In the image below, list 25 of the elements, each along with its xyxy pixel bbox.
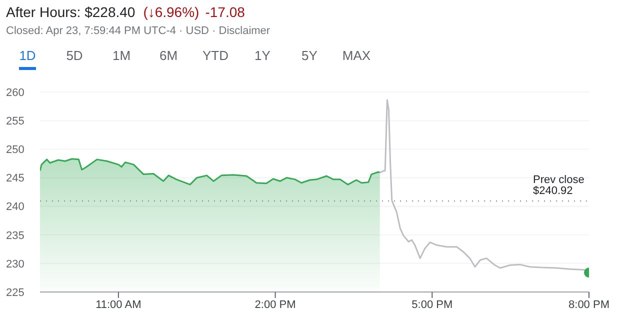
x-tick-label: 11:00 AM bbox=[96, 298, 142, 311]
y-tick-label: 240 bbox=[6, 201, 24, 214]
text: 5Y bbox=[302, 48, 318, 65]
y-tick-label: 235 bbox=[6, 230, 24, 242]
text: -17.08 bbox=[205, 4, 245, 20]
text: 1M bbox=[112, 48, 131, 65]
y-tick-label: 255 bbox=[6, 115, 24, 128]
ref-line-label: Prev close $240.92 bbox=[533, 174, 584, 197]
y-tick-label: 225 bbox=[6, 286, 24, 299]
x-tick-label: 5:00 PM bbox=[412, 298, 453, 311]
text: 1D bbox=[19, 48, 36, 70]
x-tick-label: 8:00 PM bbox=[568, 298, 610, 311]
text: 6M bbox=[159, 48, 178, 65]
text: YTD bbox=[202, 48, 228, 65]
text: (↓6.96%) bbox=[143, 4, 200, 20]
text: MAX bbox=[342, 48, 371, 65]
chart-subtitle: Closed: Apr 23, 7:59:44 PM UTC-4 · USD · Disclaimer bbox=[6, 25, 270, 37]
x-tick-label: 2:00 PM bbox=[254, 298, 296, 311]
text: 5D bbox=[66, 48, 83, 65]
text: 1Y bbox=[254, 48, 270, 65]
y-tick-label: 245 bbox=[6, 172, 24, 185]
chart-title: After Hours: $228.40 bbox=[6, 4, 136, 20]
y-tick-label: 230 bbox=[6, 258, 24, 270]
y-tick-label: 260 bbox=[6, 86, 24, 99]
y-tick-label: 250 bbox=[6, 144, 24, 156]
